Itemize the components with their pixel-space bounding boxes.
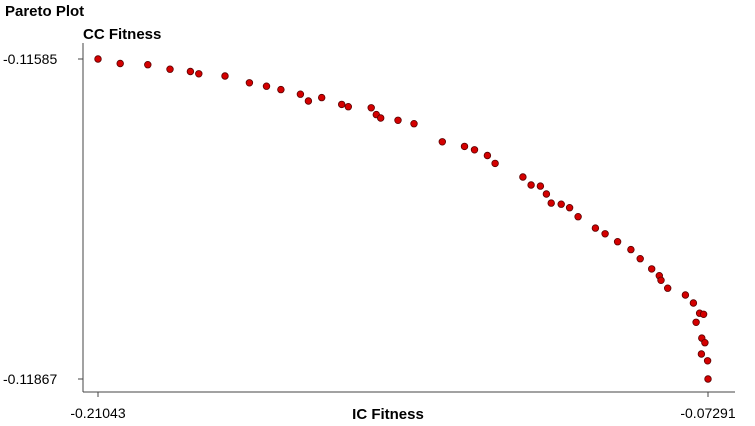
window-title: Pareto Plot [5, 3, 85, 20]
data-point-36[interactable] [627, 245, 635, 254]
data-point-19[interactable] [410, 119, 418, 128]
data-point-10[interactable] [296, 90, 305, 98]
data-point-35[interactable] [613, 237, 622, 246]
data-point-5[interactable] [195, 70, 203, 78]
data-point-28[interactable] [542, 190, 551, 198]
data-point-0[interactable] [94, 55, 102, 63]
data-point-21[interactable] [460, 142, 469, 151]
data-point-31[interactable] [565, 203, 574, 212]
data-point-26[interactable] [527, 181, 535, 189]
data-point-9[interactable] [277, 85, 285, 94]
y-tick-label-top: -0.11585 [3, 51, 57, 67]
data-point-15[interactable] [367, 104, 375, 112]
data-point-49[interactable] [697, 350, 706, 358]
data-point-6[interactable] [221, 72, 229, 80]
y-tick-label-bottom: -0.11867 [3, 371, 57, 387]
data-point-2[interactable] [144, 60, 152, 69]
data-point-24[interactable] [491, 159, 499, 168]
data-point-40[interactable] [657, 276, 665, 284]
data-point-27[interactable] [536, 182, 545, 190]
data-point-50[interactable] [703, 357, 712, 365]
data-point-30[interactable] [557, 200, 565, 208]
data-point-22[interactable] [470, 146, 479, 154]
x-tick-label-left: -0.21043 [70, 405, 125, 421]
y-axis-title: CC Fitness [83, 26, 161, 43]
data-point-29[interactable] [547, 199, 555, 207]
data-point-3[interactable] [166, 65, 174, 73]
data-point-34[interactable] [601, 230, 609, 238]
data-point-13[interactable] [338, 100, 346, 109]
data-point-38[interactable] [648, 265, 656, 273]
data-point-25[interactable] [519, 173, 527, 181]
x-tick-label-right: -0.07291 [680, 405, 735, 421]
data-point-33[interactable] [591, 224, 600, 232]
data-point-32[interactable] [574, 212, 582, 221]
data-point-1[interactable] [116, 59, 124, 68]
data-point-45[interactable] [699, 310, 708, 318]
data-point-42[interactable] [681, 291, 690, 299]
data-point-23[interactable] [483, 151, 492, 160]
data-point-51[interactable] [704, 375, 712, 383]
data-point-4[interactable] [186, 67, 195, 76]
data-point-14[interactable] [344, 102, 352, 111]
data-point-41[interactable] [664, 284, 672, 292]
x-axis-title: IC Fitness [352, 406, 424, 423]
data-points [94, 55, 712, 383]
data-point-7[interactable] [245, 79, 254, 87]
data-point-8[interactable] [262, 82, 271, 90]
data-point-43[interactable] [689, 299, 698, 307]
data-point-46[interactable] [692, 318, 700, 326]
data-point-48[interactable] [701, 339, 709, 347]
data-point-18[interactable] [394, 116, 402, 124]
data-point-20[interactable] [438, 138, 446, 146]
data-point-17[interactable] [377, 114, 385, 122]
data-point-11[interactable] [304, 97, 313, 105]
data-point-37[interactable] [636, 255, 644, 263]
data-point-12[interactable] [318, 93, 326, 102]
